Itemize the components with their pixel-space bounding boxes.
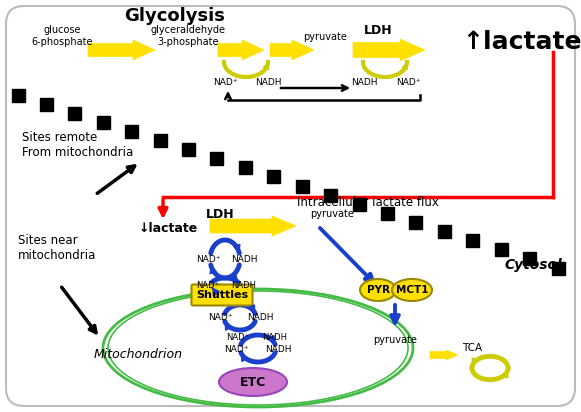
Text: NAD⁺: NAD⁺	[196, 255, 220, 265]
Bar	[523, 253, 536, 265]
Bar	[438, 225, 451, 238]
Text: NADH: NADH	[231, 255, 257, 265]
Text: NAD⁺: NAD⁺	[227, 332, 250, 342]
Bar	[239, 162, 252, 174]
Bar	[296, 180, 309, 192]
Bar	[125, 125, 138, 138]
Text: PYR: PYR	[367, 285, 389, 295]
Bar	[353, 198, 365, 211]
Text: Intracellular lactate flux: Intracellular lactate flux	[297, 196, 439, 208]
Text: Shuttles: Shuttles	[196, 290, 248, 300]
Ellipse shape	[108, 291, 408, 405]
Text: glyceraldehyde
3-phosphate: glyceraldehyde 3-phosphate	[150, 25, 225, 47]
Text: NAD⁺: NAD⁺	[208, 314, 232, 323]
Bar	[466, 234, 479, 247]
Text: pyruvate: pyruvate	[373, 335, 417, 345]
Bar	[494, 243, 508, 256]
Text: NADH: NADH	[254, 77, 281, 87]
Text: Mitochondrion: Mitochondrion	[94, 349, 182, 361]
Text: NADH: NADH	[265, 346, 291, 354]
Text: NADH: NADH	[351, 77, 377, 87]
Ellipse shape	[103, 289, 413, 407]
Text: LDH: LDH	[206, 208, 234, 220]
Bar	[381, 207, 394, 220]
Text: NAD⁺: NAD⁺	[396, 77, 420, 87]
Text: TCA: TCA	[462, 343, 482, 353]
Bar	[410, 216, 422, 229]
FancyBboxPatch shape	[6, 6, 575, 406]
Bar	[40, 98, 53, 110]
Text: LDH: LDH	[364, 23, 392, 37]
Ellipse shape	[219, 368, 287, 396]
Bar	[210, 152, 224, 165]
Text: NADH: NADH	[247, 314, 273, 323]
FancyArrow shape	[270, 40, 314, 60]
FancyArrow shape	[210, 216, 296, 236]
Text: Sites near
mitochondria: Sites near mitochondria	[18, 234, 96, 262]
Text: Sites remote
From mitochondria: Sites remote From mitochondria	[22, 131, 133, 159]
FancyArrow shape	[430, 350, 458, 360]
Text: ↓lactate: ↓lactate	[138, 222, 198, 234]
Text: NADH: NADH	[263, 332, 288, 342]
Bar	[69, 107, 81, 120]
Bar	[182, 143, 195, 156]
Bar	[267, 171, 280, 183]
FancyArrow shape	[218, 40, 264, 60]
FancyBboxPatch shape	[192, 285, 253, 306]
Text: Cytosol: Cytosol	[504, 258, 562, 272]
Text: ETC: ETC	[240, 375, 266, 389]
Text: Glycolysis: Glycolysis	[124, 7, 225, 25]
FancyArrow shape	[353, 39, 425, 61]
FancyArrow shape	[88, 40, 155, 60]
Text: ↑lactate: ↑lactate	[462, 30, 581, 54]
Bar	[324, 189, 337, 201]
Text: pyruvate: pyruvate	[303, 32, 347, 42]
Text: MCT1: MCT1	[396, 285, 428, 295]
Text: glucose
6-phosphate: glucose 6-phosphate	[31, 25, 93, 47]
Bar	[97, 116, 110, 129]
Bar	[551, 262, 565, 274]
Ellipse shape	[392, 279, 432, 301]
Bar	[153, 134, 167, 147]
Text: pyruvate: pyruvate	[310, 209, 354, 219]
Text: NADH: NADH	[231, 281, 256, 290]
Ellipse shape	[360, 279, 396, 301]
Text: NAD⁺: NAD⁺	[213, 77, 237, 87]
Bar	[12, 89, 24, 101]
Text: NAD⁺: NAD⁺	[224, 346, 248, 354]
Text: NAD⁺: NAD⁺	[196, 281, 220, 290]
